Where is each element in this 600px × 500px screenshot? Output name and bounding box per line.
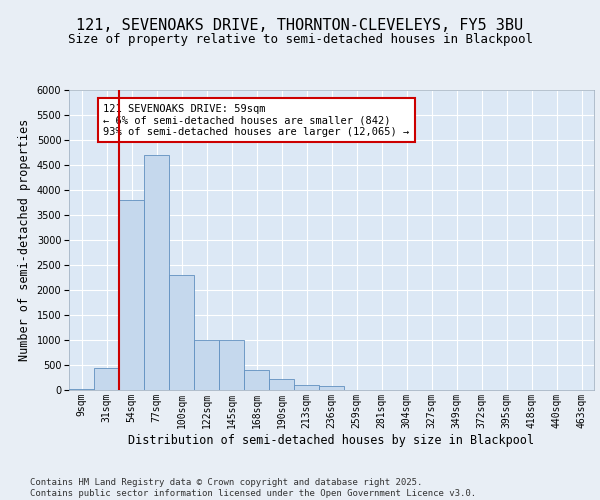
X-axis label: Distribution of semi-detached houses by size in Blackpool: Distribution of semi-detached houses by … (128, 434, 535, 446)
Bar (169, 275, 194, 390)
Text: Size of property relative to semi-detached houses in Blackpool: Size of property relative to semi-detach… (67, 32, 533, 46)
Bar (219, 340, 244, 390)
Bar (144, 155, 169, 390)
Bar (294, 385, 319, 390)
Bar (69, 388, 94, 390)
Bar (94, 368, 119, 390)
Y-axis label: Number of semi-detached properties: Number of semi-detached properties (18, 119, 31, 361)
Bar (244, 370, 269, 390)
Bar (119, 200, 144, 390)
Text: 121, SEVENOAKS DRIVE, THORNTON-CLEVELEYS, FY5 3BU: 121, SEVENOAKS DRIVE, THORNTON-CLEVELEYS… (76, 18, 524, 32)
Bar (319, 386, 344, 390)
Bar (269, 378, 294, 390)
Text: 121 SEVENOAKS DRIVE: 59sqm
← 6% of semi-detached houses are smaller (842)
93% of: 121 SEVENOAKS DRIVE: 59sqm ← 6% of semi-… (103, 104, 409, 136)
Bar (194, 340, 219, 390)
Text: Contains HM Land Registry data © Crown copyright and database right 2025.
Contai: Contains HM Land Registry data © Crown c… (30, 478, 476, 498)
